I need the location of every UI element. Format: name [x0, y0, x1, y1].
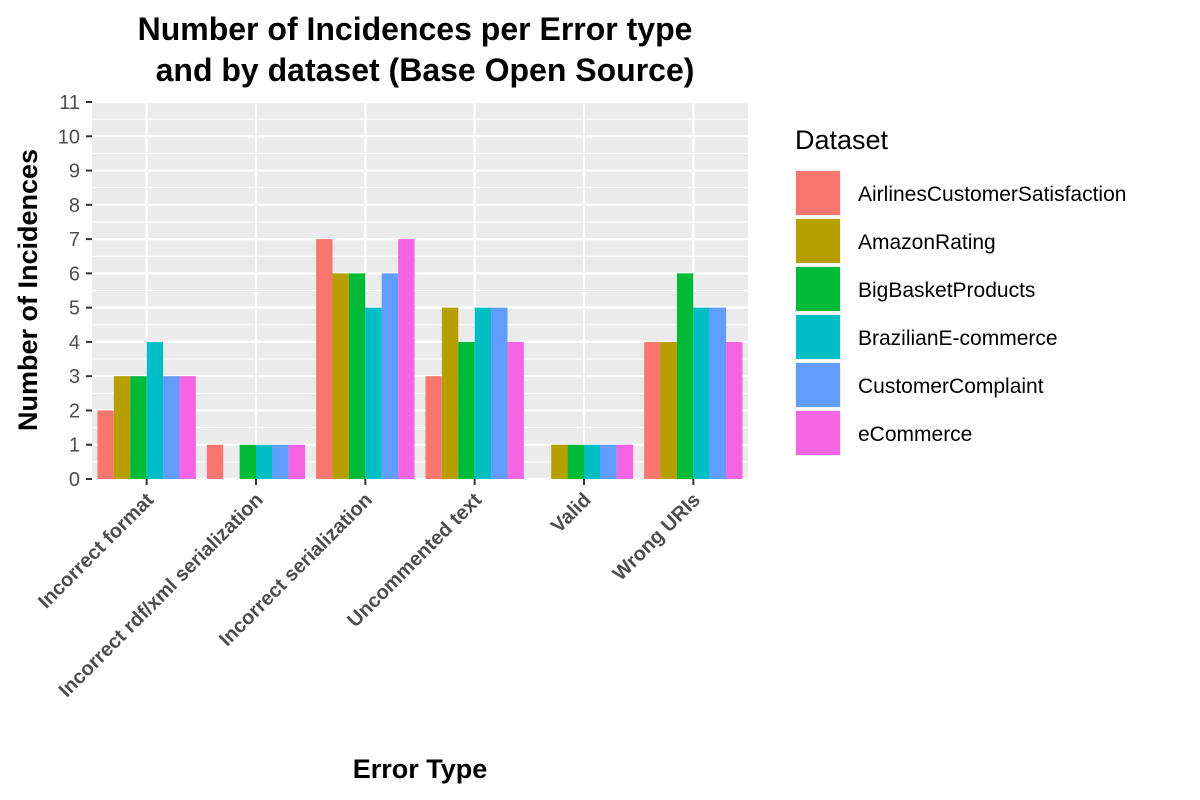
bar: [600, 444, 617, 479]
legend-label: BrazilianE-commerce: [858, 327, 1058, 350]
y-tick-label: 0: [69, 469, 80, 491]
x-tick-label: Incorrect rdf/xml serialization: [55, 489, 268, 702]
y-tick-label: 5: [69, 298, 80, 320]
bar: [113, 376, 131, 479]
y-tick-label: 3: [69, 366, 80, 388]
legend: Dataset AirlinesCustomerSatisfaction Amaz…: [795, 125, 1126, 456]
bar: [693, 307, 710, 479]
bar: [567, 444, 584, 479]
y-tick-label: 10: [58, 126, 80, 148]
y-tick-label: 9: [69, 161, 80, 183]
bar: [206, 444, 224, 479]
bar: [348, 273, 366, 479]
bar: [256, 444, 273, 479]
legend-key: [796, 267, 840, 311]
bar: [441, 307, 459, 479]
bar: [676, 273, 694, 479]
bar: [616, 444, 634, 479]
bar: [381, 273, 399, 479]
bar: [458, 341, 475, 479]
x-axis-title: Error Type: [353, 754, 488, 784]
y-tick-label: 7: [69, 229, 80, 251]
bar: [398, 239, 415, 479]
grid-minor: [92, 118, 748, 463]
bar: [491, 307, 508, 479]
y-tick-label: 4: [69, 332, 80, 354]
x-tick-label: Wrong URIs: [609, 489, 705, 585]
bar: [660, 341, 677, 479]
legend-key: [796, 171, 840, 215]
legend-key: [796, 363, 840, 407]
legend-key: [796, 219, 840, 263]
bar: [239, 444, 256, 479]
y-tick-label: 2: [69, 400, 80, 422]
bar: [272, 444, 289, 479]
legend-label: AmazonRating: [858, 231, 996, 254]
legend-key: [796, 411, 840, 455]
bar: [130, 376, 147, 479]
chart-title-line-2: and by dataset (Base Open Source): [156, 52, 695, 88]
bar: [709, 307, 727, 479]
bar: [179, 376, 196, 479]
legend-label: CustomerComplaint: [858, 375, 1044, 398]
y-tick-label: 1: [69, 435, 80, 457]
bar: [288, 444, 306, 479]
x-tick-label: Valid: [547, 489, 596, 538]
legend-label: AirlinesCustomerSatisfaction: [858, 183, 1126, 206]
bar: [97, 410, 114, 479]
y-axis-title: Number of Incidences: [13, 149, 43, 431]
legend-label: BigBasketProducts: [858, 279, 1035, 302]
bar: [726, 341, 743, 479]
bar: [644, 341, 661, 479]
y-tick-label: 8: [69, 195, 80, 217]
legend-label: eCommerce: [858, 423, 972, 446]
bar: [365, 307, 382, 479]
bar: [474, 307, 492, 479]
y-tick-label: 6: [69, 263, 80, 285]
legend-title: Dataset: [795, 125, 889, 155]
bar: [316, 239, 333, 479]
bars: [97, 239, 743, 479]
bar: [146, 341, 164, 479]
x-tick-label: Incorrect format: [34, 489, 158, 613]
bar: [584, 444, 601, 479]
bar: [332, 273, 349, 479]
bar: [425, 376, 442, 479]
chart-title-line-1: Number of Incidences per Error type: [138, 11, 693, 47]
legend-key: [796, 315, 840, 359]
y-axis: 0 1 2 3 4 5 6 7 8 9 10 11: [58, 92, 92, 491]
bar: [163, 376, 180, 479]
bar: [551, 444, 568, 479]
y-tick-label: 11: [59, 92, 80, 114]
bar: [507, 341, 524, 479]
